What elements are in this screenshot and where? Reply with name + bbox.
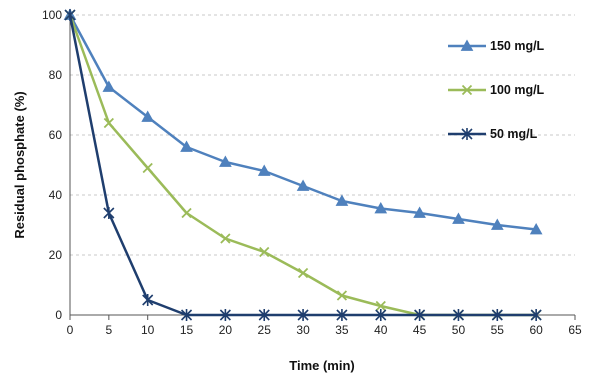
data-point-50-mg-l-35: [336, 309, 348, 321]
legend-marker-100-mg-l: [461, 84, 473, 96]
y-tick-label-80: 80: [49, 68, 63, 82]
x-tick-label-30: 30: [296, 323, 310, 337]
y-tick-label-100: 100: [42, 8, 62, 22]
data-point-150-mg-l-45: [413, 206, 426, 218]
legend-item-100-mg-l: 100 mg/L: [448, 83, 545, 97]
legend-label-150-mg-l: 150 mg/L: [490, 39, 545, 53]
data-point-150-mg-l-40: [374, 201, 388, 214]
data-point-50-mg-l-60: [530, 309, 542, 321]
data-point-50-mg-l-20: [219, 309, 231, 321]
data-point-50-mg-l-30: [297, 309, 309, 321]
y-tick-label-40: 40: [49, 188, 63, 202]
data-point-150-mg-l-20: [219, 155, 232, 167]
legend-marker-50-mg-l: [461, 128, 473, 140]
data-point-50-mg-l-15: [180, 309, 193, 321]
data-point-50-mg-l-40: [375, 309, 387, 321]
x-tick-label-10: 10: [141, 323, 155, 337]
data-point-150-mg-l-60: [529, 222, 543, 235]
y-tick-labels: 0 20 40 60 80 100: [42, 8, 62, 322]
series-group: [63, 8, 543, 321]
data-point-150-mg-l-30: [296, 179, 310, 191]
data-point-50-mg-l-0: [64, 9, 76, 21]
data-point-50-mg-l-5: [103, 207, 115, 219]
data-point-150-mg-l-50: [452, 212, 465, 224]
x-tick-label-45: 45: [413, 323, 427, 337]
grid-lines: [70, 14, 575, 256]
legend-marker-150-mg-l: [460, 39, 474, 51]
data-point-100-mg-l-25: [259, 246, 270, 258]
y-tick-label-60: 60: [49, 128, 63, 142]
data-point-50-mg-l-50: [452, 309, 465, 321]
series-line-100-mg-l: [68, 14, 537, 317]
x-tick-label-55: 55: [491, 323, 505, 337]
x-tick-label-0: 0: [67, 323, 74, 337]
data-point-150-mg-l-15: [180, 140, 193, 152]
data-point-100-mg-l-20: [220, 233, 231, 244]
legend: 150 mg/L 100 mg/L 50 mg/L: [448, 39, 545, 141]
data-point-100-mg-l-40: [375, 300, 386, 312]
legend-item-150-mg-l: 150 mg/L: [448, 39, 545, 53]
data-point-150-mg-l-55: [490, 218, 504, 230]
y-tick-label-0: 0: [55, 308, 62, 322]
data-point-150-mg-l-35: [335, 194, 349, 206]
x-tick-label-40: 40: [374, 323, 388, 337]
x-tick-label-25: 25: [258, 323, 272, 337]
x-tick-label-20: 20: [219, 323, 233, 337]
legend-label-50-mg-l: 50 mg/L: [490, 127, 538, 141]
x-tick-labels: 0 5 10 15 20 25 30 35 40 45 50 55 60 65: [67, 323, 582, 337]
data-point-100-mg-l-35: [336, 290, 348, 301]
x-tick-label-5: 5: [106, 323, 113, 337]
data-point-100-mg-l-5: [103, 117, 114, 129]
data-point-50-mg-l-25: [258, 309, 270, 321]
data-point-150-mg-l-25: [257, 164, 271, 176]
data-point-100-mg-l-15: [181, 207, 192, 219]
legend-label-100-mg-l: 100 mg/L: [490, 83, 545, 97]
legend-item-50-mg-l: 50 mg/L: [448, 127, 538, 141]
data-point-150-mg-l-5: [102, 80, 116, 92]
x-tick-label-50: 50: [452, 323, 466, 337]
data-point-50-mg-l-45: [414, 309, 426, 321]
series-line-50-mg-l: [68, 14, 537, 317]
data-point-50-mg-l-55: [491, 309, 503, 321]
y-tick-label-20: 20: [49, 248, 63, 262]
x-tick-label-15: 15: [180, 323, 194, 337]
x-axis-label: Time (min): [289, 358, 355, 373]
x-tick-label-65: 65: [568, 323, 582, 337]
data-point-150-mg-l-10: [141, 110, 155, 122]
data-point-100-mg-l-10: [142, 162, 153, 174]
data-point-100-mg-l-30: [297, 267, 309, 279]
x-tick-label-35: 35: [335, 323, 349, 337]
x-tick-label-60: 60: [529, 323, 543, 337]
y-axis-label: Residual phosphate (%): [12, 91, 27, 238]
data-point-50-mg-l-10: [142, 294, 154, 306]
